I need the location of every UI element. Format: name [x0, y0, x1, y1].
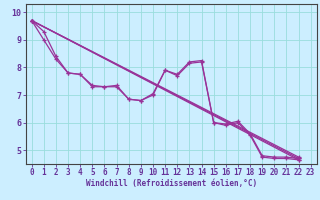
- X-axis label: Windchill (Refroidissement éolien,°C): Windchill (Refroidissement éolien,°C): [86, 179, 257, 188]
